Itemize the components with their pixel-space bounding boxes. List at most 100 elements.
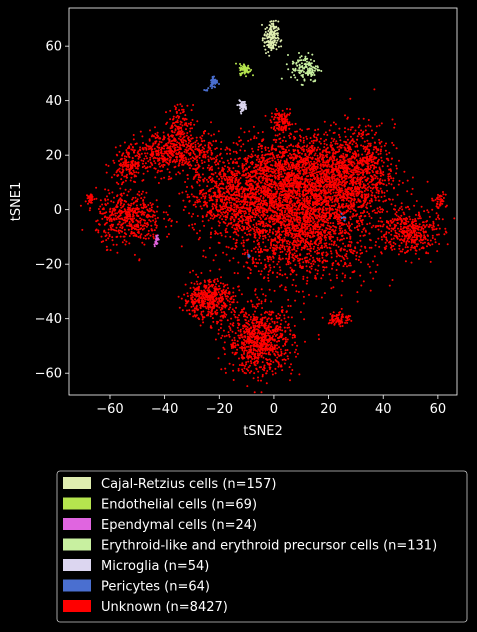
- scatter-point: [241, 195, 244, 198]
- scatter-point: [241, 192, 244, 195]
- scatter-point: [137, 221, 140, 223]
- scatter-point: [257, 242, 260, 244]
- scatter-point: [228, 192, 231, 195]
- scatter-point: [177, 148, 180, 151]
- scatter-point: [303, 245, 306, 248]
- scatter-point: [368, 222, 371, 225]
- scatter-point: [278, 221, 280, 224]
- scatter-point: [222, 175, 225, 178]
- scatter-point: [287, 298, 290, 301]
- scatter-point: [147, 204, 150, 206]
- scatter-point: [154, 176, 157, 179]
- scatter-point: [212, 187, 215, 190]
- scatter-point: [250, 249, 253, 252]
- scatter-point: [335, 255, 338, 258]
- scatter-point: [289, 161, 292, 164]
- scatter-point: [261, 204, 264, 207]
- scatter-point: [224, 207, 226, 210]
- scatter-point: [218, 242, 221, 244]
- scatter-point: [136, 223, 139, 226]
- scatter-point: [268, 288, 271, 291]
- scatter-point: [372, 167, 375, 170]
- scatter-point: [389, 175, 392, 178]
- scatter-point: [327, 231, 330, 234]
- scatter-point: [321, 234, 324, 236]
- scatter-point: [329, 222, 332, 224]
- scatter-point: [357, 132, 360, 134]
- scatter-point: [304, 214, 307, 217]
- scatter-point: [346, 250, 349, 253]
- scatter-point: [280, 221, 283, 224]
- scatter-point: [278, 233, 281, 236]
- scatter-point: [317, 244, 320, 247]
- scatter-point: [287, 154, 290, 157]
- scatter-point: [262, 235, 264, 238]
- scatter-point: [249, 215, 252, 217]
- scatter-point: [357, 206, 360, 209]
- scatter-point: [345, 223, 348, 226]
- scatter-point: [382, 183, 385, 186]
- scatter-point: [314, 197, 317, 200]
- scatter-point: [105, 216, 108, 219]
- scatter-point: [201, 162, 204, 165]
- scatter-point: [291, 225, 294, 228]
- scatter-point: [337, 217, 339, 220]
- scatter-point: [125, 176, 128, 179]
- scatter-point: [343, 276, 346, 279]
- scatter-point: [382, 209, 385, 211]
- scatter-point: [286, 245, 288, 248]
- scatter-point: [257, 160, 260, 163]
- scatter-point: [131, 221, 134, 223]
- scatter-point: [377, 225, 380, 227]
- scatter-point: [359, 234, 362, 237]
- scatter-point: [243, 248, 246, 251]
- scatter-point: [221, 218, 224, 221]
- scatter-point: [268, 224, 271, 227]
- scatter-point: [306, 206, 309, 209]
- scatter-point: [131, 157, 134, 160]
- scatter-point: [298, 234, 301, 237]
- scatter-point: [247, 217, 250, 220]
- scatter-point: [192, 142, 195, 145]
- scatter-point: [321, 208, 324, 211]
- scatter-point: [139, 224, 142, 227]
- scatter-point: [306, 276, 309, 279]
- scatter-point: [126, 153, 129, 156]
- scatter-point: [360, 284, 363, 287]
- scatter-point: [294, 229, 297, 232]
- scatter-point: [346, 138, 349, 141]
- scatter-point: [275, 203, 278, 206]
- scatter-point: [140, 197, 143, 200]
- scatter-point: [373, 255, 376, 258]
- scatter-point: [153, 229, 156, 232]
- scatter-point: [285, 215, 288, 218]
- scatter-point: [325, 242, 328, 245]
- scatter-point: [316, 138, 319, 141]
- scatter-point: [290, 216, 293, 219]
- scatter-point: [243, 210, 245, 213]
- scatter-point: [330, 137, 333, 140]
- scatter-point: [372, 178, 374, 180]
- scatter-point: [323, 220, 326, 223]
- scatter-point: [380, 220, 383, 223]
- scatter-point: [325, 197, 328, 200]
- scatter-point: [131, 198, 134, 201]
- scatter-point: [255, 262, 258, 264]
- scatter-point: [377, 220, 380, 223]
- scatter-point: [301, 212, 304, 215]
- scatter-point: [103, 223, 106, 226]
- scatter-point: [124, 212, 127, 215]
- scatter-point: [366, 223, 369, 226]
- scatter-point: [344, 229, 346, 232]
- scatter-point: [350, 241, 353, 244]
- scatter-point: [235, 239, 238, 242]
- scatter-point: [314, 186, 317, 189]
- scatter-point: [287, 240, 290, 242]
- scatter-point: [316, 272, 319, 275]
- scatter-point: [395, 147, 398, 150]
- scatter-point: [309, 228, 312, 231]
- scatter-point: [312, 228, 315, 231]
- scatter-point: [340, 164, 342, 167]
- scatter-point: [204, 203, 207, 206]
- scatter-point: [136, 198, 139, 201]
